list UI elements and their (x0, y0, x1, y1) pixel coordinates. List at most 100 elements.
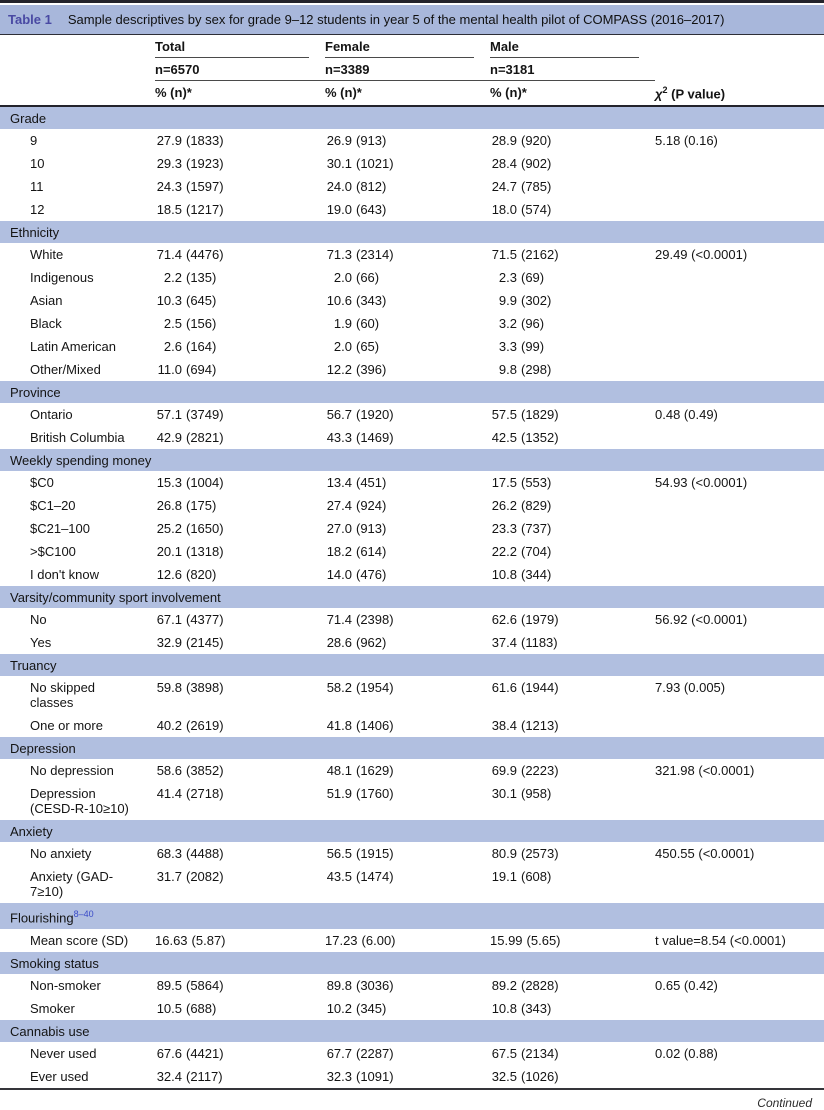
percent-value: 14.0 (326, 567, 352, 583)
section-label: Varsity/community sport involvement (10, 590, 221, 606)
total-value-cell: 68.3 (4488) (155, 842, 325, 865)
citation-reference-link[interactable]: 8–40 (73, 909, 94, 920)
percent-value: 59.8 (156, 680, 182, 696)
chi-square-value: 450.55 (<0.0001) (655, 846, 755, 862)
percent-value: 67.6 (156, 1045, 182, 1061)
count-value: (156) (186, 316, 217, 332)
count-value: (396) (356, 362, 387, 378)
row-label: Indigenous (30, 270, 94, 286)
table-row: Asian 10.3 (645) 10.6 (343) 9.9 (302) (0, 289, 824, 312)
chi-square-value (655, 198, 824, 221)
row-label: Smoker (30, 1000, 75, 1016)
percent-value: 71.4 (156, 247, 182, 263)
section-header-row: Anxiety (0, 820, 824, 843)
column-group-header-row: Total Female Male (0, 35, 824, 58)
count-value: (2145) (186, 635, 224, 651)
section-header-row: Flourishing8–40 (0, 903, 824, 929)
row-label: Depression (CESD-R-10≥10) (30, 786, 129, 817)
count-value: (1923) (186, 156, 224, 172)
percent-value: 32.3 (326, 1068, 352, 1084)
count-value: (2117) (186, 1068, 223, 1084)
section-label: Province (10, 385, 61, 401)
percent-value: 12.6 (156, 567, 182, 583)
female-value-cell: 58.2 (1954) (325, 676, 490, 714)
table-header: Total Female Male n=6570 n=3389 n=3181 %… (0, 35, 824, 108)
male-value-cell: 38.4 (1213) (490, 714, 655, 737)
percent-value: 62.6 (491, 612, 517, 628)
total-value-cell: 59.8 (3898) (155, 676, 325, 714)
row-label: White (30, 247, 64, 263)
count-value: (3898) (186, 680, 224, 696)
section-label: Grade (10, 111, 47, 127)
female-value-cell: 71.4 (2398) (325, 608, 490, 631)
row-label: 11 (30, 179, 44, 195)
female-value-cell: 41.8 (1406) (325, 714, 490, 737)
count-value: (1352) (521, 430, 559, 446)
male-value-cell: 28.9 (920) (490, 129, 655, 152)
percent-value: 58.2 (326, 680, 352, 696)
percent-value: 61.6 (491, 680, 517, 696)
percent-value: 89.2 (491, 977, 517, 993)
section-label: Ethnicity (10, 225, 60, 241)
chi-square-value (655, 175, 824, 198)
percent-value: 11.0 (157, 362, 182, 378)
section-label: Depression (10, 741, 76, 757)
female-value-cell: 30.1 (1021) (325, 152, 490, 175)
percent-value: 80.9 (491, 846, 517, 862)
total-value-cell: 40.2 (2619) (155, 714, 325, 737)
percent-value: 24.3 (156, 179, 182, 195)
chi-square-value (655, 997, 824, 1020)
row-label: Black (30, 316, 62, 332)
chi-square-value (655, 540, 824, 563)
sample-size-row: n=6570 n=3389 n=3181 (0, 58, 824, 81)
female-value-cell: 19.0 (643) (325, 198, 490, 221)
female-value-cell: 48.1 (1629) (325, 759, 490, 782)
male-value-cell: 15.99 (5.65) (490, 929, 655, 952)
count-value: (3852) (186, 763, 224, 779)
percent-value: 71.4 (326, 612, 352, 628)
table-row: I don't know 12.6 (820) 14.0 (476) 10.8 (344) (0, 563, 824, 586)
count-value: (2821) (186, 430, 224, 446)
row-label: Mean score (SD) (30, 932, 129, 948)
total-value-cell: 32.9 (2145) (155, 631, 325, 654)
total-value-cell: 16.63 (5.87) (155, 929, 325, 952)
chi-square-value (655, 358, 824, 381)
percent-value: 2.0 (333, 339, 352, 355)
section-header-row: Ethnicity (0, 221, 824, 244)
total-value-cell: 67.6 (4421) (155, 1042, 325, 1065)
total-value-cell: 2.5 (156) (155, 312, 325, 335)
count-value: (2287) (356, 1045, 394, 1061)
chi-square-value: 0.65 (0.42) (655, 977, 718, 993)
row-label: No anxiety (30, 846, 92, 862)
table-body: Grade 9 27.9 (1833) 26.9 (913) 28.9 (920) 5.18 (… (0, 107, 824, 1087)
chi-square-value (655, 152, 824, 175)
count-value: (1021) (356, 156, 394, 172)
table-row: Smoker 10.5 (688) 10.2 (345) 10.8 (343) (0, 997, 824, 1020)
chi-square-value: 321.98 (<0.0001) (655, 763, 755, 779)
count-value: (2162) (521, 247, 559, 263)
percent-value: 27.4 (326, 498, 352, 514)
percent-value: 40.2 (156, 718, 182, 734)
percent-value: 15.99 (490, 932, 523, 948)
female-value-cell: 24.0 (812) (325, 175, 490, 198)
section-label: Flourishing (10, 910, 74, 926)
chi-square-value (655, 312, 824, 335)
percent-value: 26.2 (491, 498, 517, 514)
male-value-cell: 71.5 (2162) (490, 243, 655, 266)
percent-value: 57.5 (491, 407, 517, 423)
chi-square-value: 54.93 (<0.0001) (655, 475, 748, 491)
count-value: (574) (521, 202, 552, 218)
percent-value: 2.6 (163, 339, 182, 355)
n-total: n=6570 (155, 58, 325, 81)
count-value: (902) (521, 156, 552, 172)
section-header-row: Cannabis use (0, 1019, 824, 1042)
percent-value: 10.5 (156, 1000, 182, 1016)
count-value: (60) (356, 316, 380, 332)
count-value: (1004) (186, 475, 224, 491)
male-value-cell: 9.9 (302) (490, 289, 655, 312)
chi-square-value: 7.93 (0.005) (655, 680, 726, 696)
male-value-cell: 80.9 (2573) (490, 842, 655, 865)
male-value-cell: 61.6 (1944) (490, 676, 655, 714)
count-value: (3749) (186, 407, 224, 423)
male-value-cell: 57.5 (1829) (490, 403, 655, 426)
